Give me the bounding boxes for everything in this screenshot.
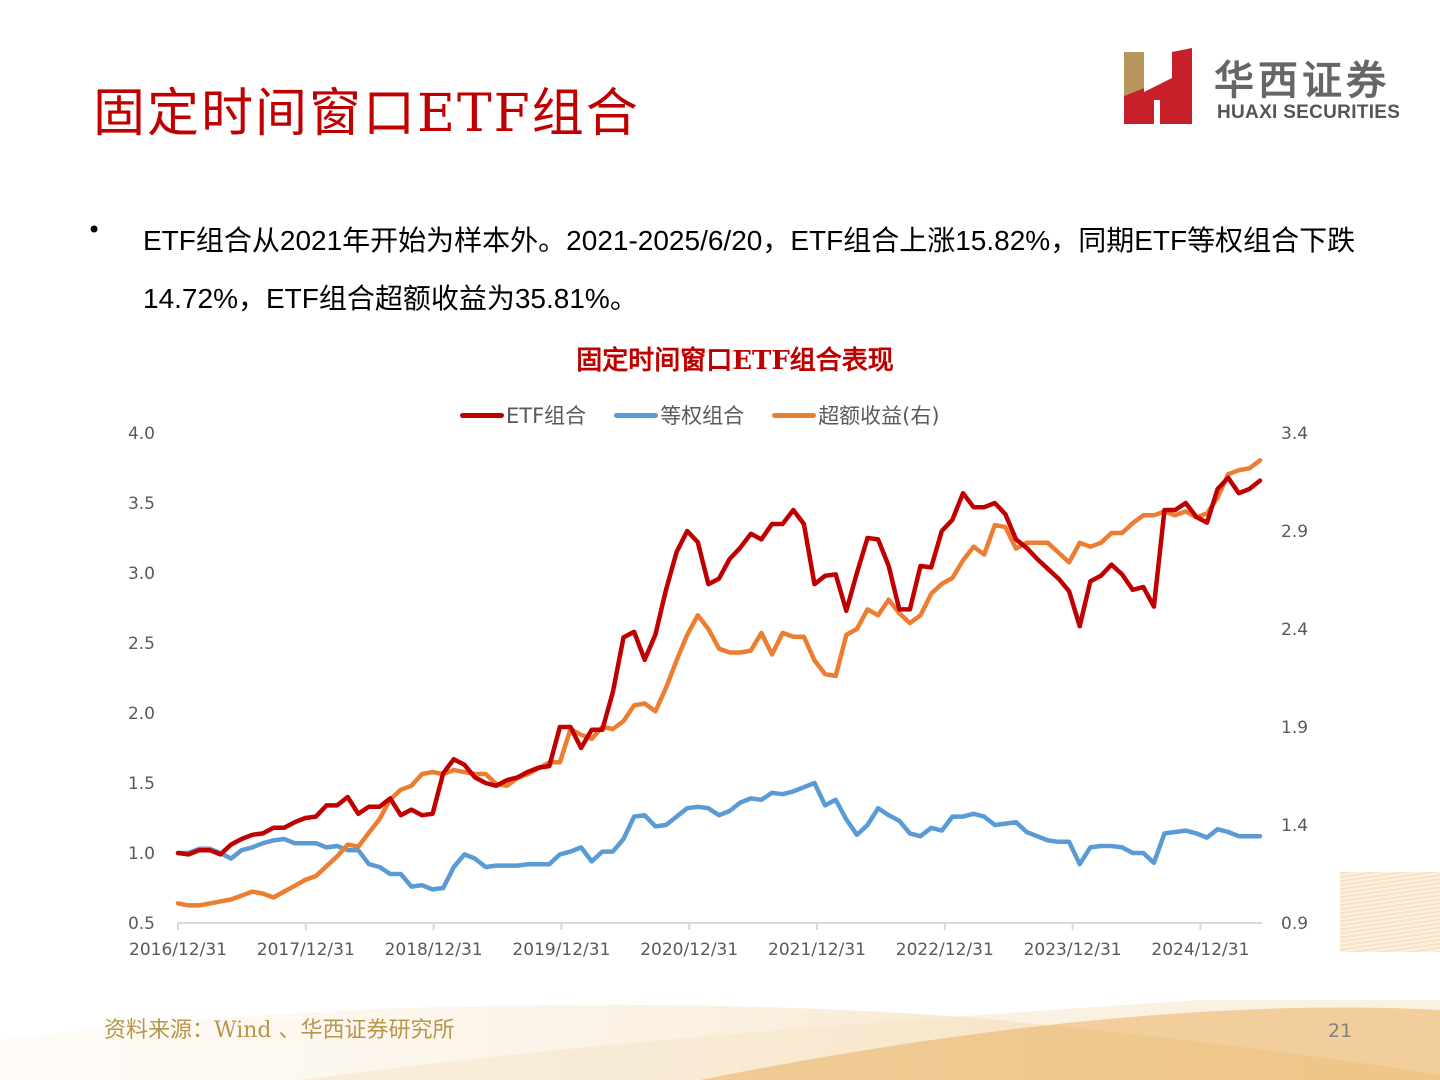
legend-label-equal-weight: 等权组合 xyxy=(660,404,745,428)
x-tick-label: 2019/12/31 xyxy=(512,940,610,960)
legend-swatch-excess xyxy=(772,412,817,418)
legend-label-excess: 超额收益(右) xyxy=(818,404,940,428)
x-axis: 2016/12/31 2017/12/31 2018/12/31 2019/12/31… xyxy=(129,923,1249,960)
decorative-pattern-right xyxy=(1340,872,1440,952)
legend-swatch-etf xyxy=(460,412,504,418)
right-tick-label: 1.4 xyxy=(1281,816,1308,836)
decorative-wave-bottom xyxy=(0,1000,1440,1080)
left-tick-label: 3.5 xyxy=(128,494,155,514)
legend-label-etf: ETF组合 xyxy=(506,404,587,428)
legend-item-excess: 超额收益(右) xyxy=(772,400,940,430)
line-chart: 4.0 3.5 3.0 2.5 2.0 1.5 1.0 0.5 3.4 2.9 2.4 1.9 1.4… xyxy=(128,424,1308,960)
x-tick-label: 2020/12/31 xyxy=(640,940,738,960)
series-line-2 xyxy=(175,458,1263,908)
x-tick-label: 2022/12/31 xyxy=(896,940,994,960)
logo-text-cn: 华西证券 xyxy=(1214,57,1390,104)
x-tick-label: 2024/12/31 xyxy=(1151,940,1249,960)
right-tick-label: 2.4 xyxy=(1281,620,1308,640)
huaxi-logo: 华西证券 HUAXI SECURITIES xyxy=(1122,48,1412,128)
legend-item-etf: ETF组合 xyxy=(460,400,586,430)
body-paragraph: ETF组合从2021年开始为样本外。2021-2025/6/20，ETF组合上涨… xyxy=(143,225,1356,314)
x-tick-label: 2016/12/31 xyxy=(129,940,227,960)
bullet-marker: • xyxy=(87,216,102,244)
right-tick-label: 3.4 xyxy=(1281,424,1308,444)
left-tick-label: 0.5 xyxy=(128,914,155,934)
legend-item-equal-weight: 等权组合 xyxy=(614,400,744,430)
series-layer xyxy=(175,458,1263,908)
series-line-0 xyxy=(175,475,1263,857)
x-tick-label: 2018/12/31 xyxy=(385,940,483,960)
legend-swatch-equal-weight xyxy=(614,412,659,418)
left-tick-label: 2.0 xyxy=(128,704,155,724)
right-y-axis: 3.4 2.9 2.4 1.9 1.4 0.9 xyxy=(1281,424,1308,934)
x-tick-label: 2021/12/31 xyxy=(768,940,866,960)
chart-legend: ETF组合 等权组合 超额收益(右) xyxy=(460,400,940,430)
x-tick-label: 2023/12/31 xyxy=(1024,940,1122,960)
left-tick-label: 3.0 xyxy=(128,564,155,584)
series-line-1 xyxy=(175,780,1263,892)
left-y-axis: 4.0 3.5 3.0 2.5 2.0 1.5 1.0 0.5 xyxy=(128,424,155,934)
left-tick-label: 2.5 xyxy=(128,634,155,654)
slide-title: 固定时间窗口ETF组合 xyxy=(93,84,640,144)
x-tick-label: 2017/12/31 xyxy=(257,940,355,960)
huaxi-h-logo-icon xyxy=(1124,48,1192,124)
chart-title: 固定时间窗口ETF组合表现 xyxy=(576,346,894,376)
right-tick-label: 1.9 xyxy=(1281,718,1308,738)
right-tick-label: 0.9 xyxy=(1281,914,1308,934)
right-tick-label: 2.9 xyxy=(1281,522,1308,542)
left-tick-label: 1.0 xyxy=(128,844,155,864)
source-note: 资料来源：Wind 、华西证券研究所 xyxy=(104,1018,455,1043)
logo-text-en: HUAXI SECURITIES xyxy=(1217,102,1401,123)
page-number: 21 xyxy=(1328,1020,1353,1042)
left-tick-label: 1.5 xyxy=(128,774,155,794)
left-tick-label: 4.0 xyxy=(128,424,155,444)
